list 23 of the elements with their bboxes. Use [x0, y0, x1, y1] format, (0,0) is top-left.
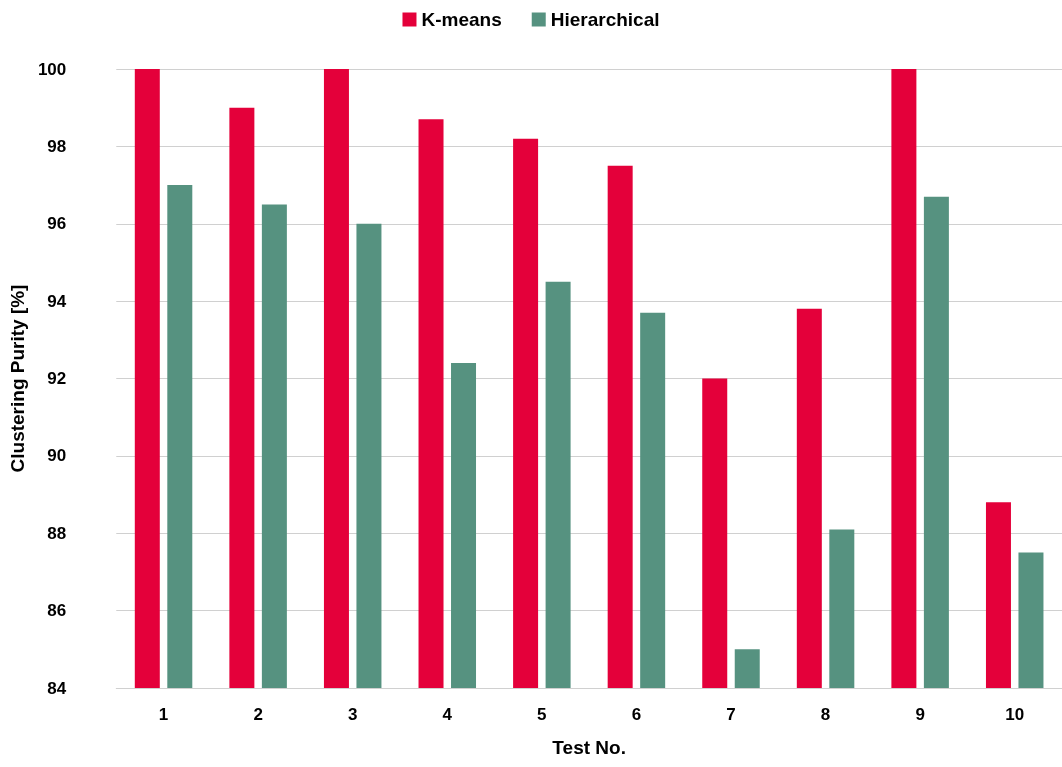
x-tick-label: 5 [537, 705, 547, 724]
y-tick-label: 88 [47, 523, 67, 543]
y-tick-label: 92 [47, 369, 67, 388]
y-tick-label: 100 [37, 59, 67, 79]
x-tick-label: 6 [631, 705, 642, 724]
x-tick-label: 7 [726, 705, 736, 724]
y-tick-label: 86 [47, 601, 67, 621]
y-tick-label: 84 [47, 678, 67, 698]
x-axis-title: Test No. [552, 737, 626, 758]
x-tick-label: 1 [158, 705, 169, 724]
x-tick-label: 9 [915, 705, 925, 724]
legend-label: Hierarchical [550, 9, 660, 30]
x-tick-label: 2 [253, 705, 263, 724]
y-tick-label: 94 [47, 291, 67, 311]
x-tick-label: 3 [347, 705, 358, 724]
x-tick-label: 8 [820, 705, 831, 724]
x-tick-label: 10 [1005, 705, 1025, 724]
y-axis-title: Clustering Purity [%] [7, 284, 28, 473]
legend-label: K-means [421, 9, 502, 30]
y-tick-label: 90 [47, 446, 67, 466]
x-tick-label: 4 [442, 705, 453, 724]
y-tick-label: 98 [47, 136, 67, 156]
y-tick-label: 96 [47, 214, 67, 234]
